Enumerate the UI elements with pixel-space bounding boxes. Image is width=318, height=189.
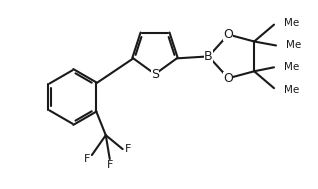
Text: Me: Me <box>286 40 301 50</box>
Text: O: O <box>224 28 233 41</box>
Text: F: F <box>124 144 131 154</box>
Text: S: S <box>151 68 159 81</box>
Text: F: F <box>84 154 90 164</box>
Text: O: O <box>224 72 233 85</box>
Text: B: B <box>204 50 213 63</box>
Text: Me: Me <box>284 85 299 95</box>
Text: F: F <box>107 160 113 170</box>
Text: Me: Me <box>284 62 299 72</box>
Text: Me: Me <box>284 18 299 28</box>
